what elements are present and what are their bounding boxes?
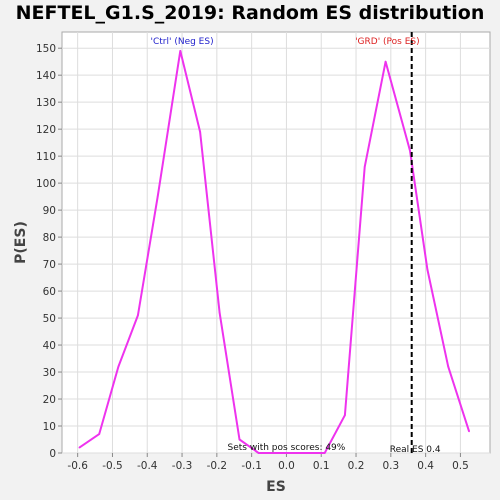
x-tick-label: 0.4	[417, 460, 434, 472]
annotation-real: Real ES 0.4	[390, 445, 441, 455]
y-tick-label: 0	[49, 448, 56, 460]
data-point	[180, 50, 182, 52]
y-tick-label: 150	[36, 43, 56, 55]
y-tick-label: 30	[43, 367, 56, 379]
y-tick-label: 140	[36, 70, 56, 82]
y-tick-label: 20	[43, 394, 56, 406]
data-point	[447, 366, 449, 368]
y-tick-label: 100	[36, 178, 56, 190]
data-point	[219, 312, 221, 314]
x-axis-title: ES	[266, 479, 286, 495]
data-point	[239, 439, 241, 441]
x-tick-label: -0.4	[137, 460, 158, 472]
x-tick-label: -0.3	[172, 460, 193, 472]
x-tick-label: -0.2	[207, 460, 228, 472]
data-point	[98, 433, 100, 435]
y-tick-label: 80	[43, 232, 56, 244]
x-tick-label: -0.1	[241, 460, 262, 472]
data-point	[157, 196, 159, 198]
annotation-ctrl: 'Ctrl' (Neg ES)	[151, 37, 214, 47]
data-point	[364, 166, 366, 168]
x-tick-label: 0.3	[382, 460, 399, 472]
data-point	[468, 431, 470, 433]
x-tick-label: 0.2	[348, 460, 365, 472]
data-point	[79, 447, 81, 449]
x-tick-label: -0.6	[67, 460, 88, 472]
y-tick-label: 40	[43, 340, 56, 352]
x-tick-label: 0.5	[452, 460, 469, 472]
x-tick-label: -0.5	[102, 460, 123, 472]
data-point	[199, 131, 201, 133]
y-tick-label: 110	[36, 151, 56, 163]
data-point	[385, 61, 387, 63]
annotation-grd: 'GRD' (Pos ES)	[355, 37, 420, 47]
y-tick-label: 120	[36, 124, 56, 136]
y-axis-title: P(ES)	[13, 221, 29, 264]
y-tick-label: 70	[43, 259, 56, 271]
y-tick-label: 90	[43, 205, 56, 217]
y-tick-label: 60	[43, 286, 56, 298]
annotation-pos: Sets with pos scores: 49%	[228, 443, 346, 453]
y-axis: 0 10 20 30 40 50 60 70 80 90 100 110 120 130 140 150	[36, 43, 62, 460]
y-tick-label: 10	[43, 421, 56, 433]
x-axis: -0.6 -0.5 -0.4 -0.3 -0.2 -0.1 0.0 0.1 0.2 0.3 0.4 0…	[67, 453, 468, 472]
data-point	[427, 269, 429, 271]
x-tick-label: 0.0	[278, 460, 295, 472]
y-tick-label: 130	[36, 97, 56, 109]
data-point	[118, 366, 120, 368]
x-tick-label: 0.1	[313, 460, 330, 472]
y-tick-label: 50	[43, 313, 56, 325]
data-point	[409, 150, 411, 152]
data-point	[137, 315, 139, 317]
data-point	[344, 414, 346, 416]
